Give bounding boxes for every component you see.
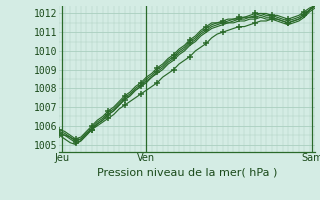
X-axis label: Pression niveau de la mer( hPa ): Pression niveau de la mer( hPa ): [97, 168, 277, 178]
